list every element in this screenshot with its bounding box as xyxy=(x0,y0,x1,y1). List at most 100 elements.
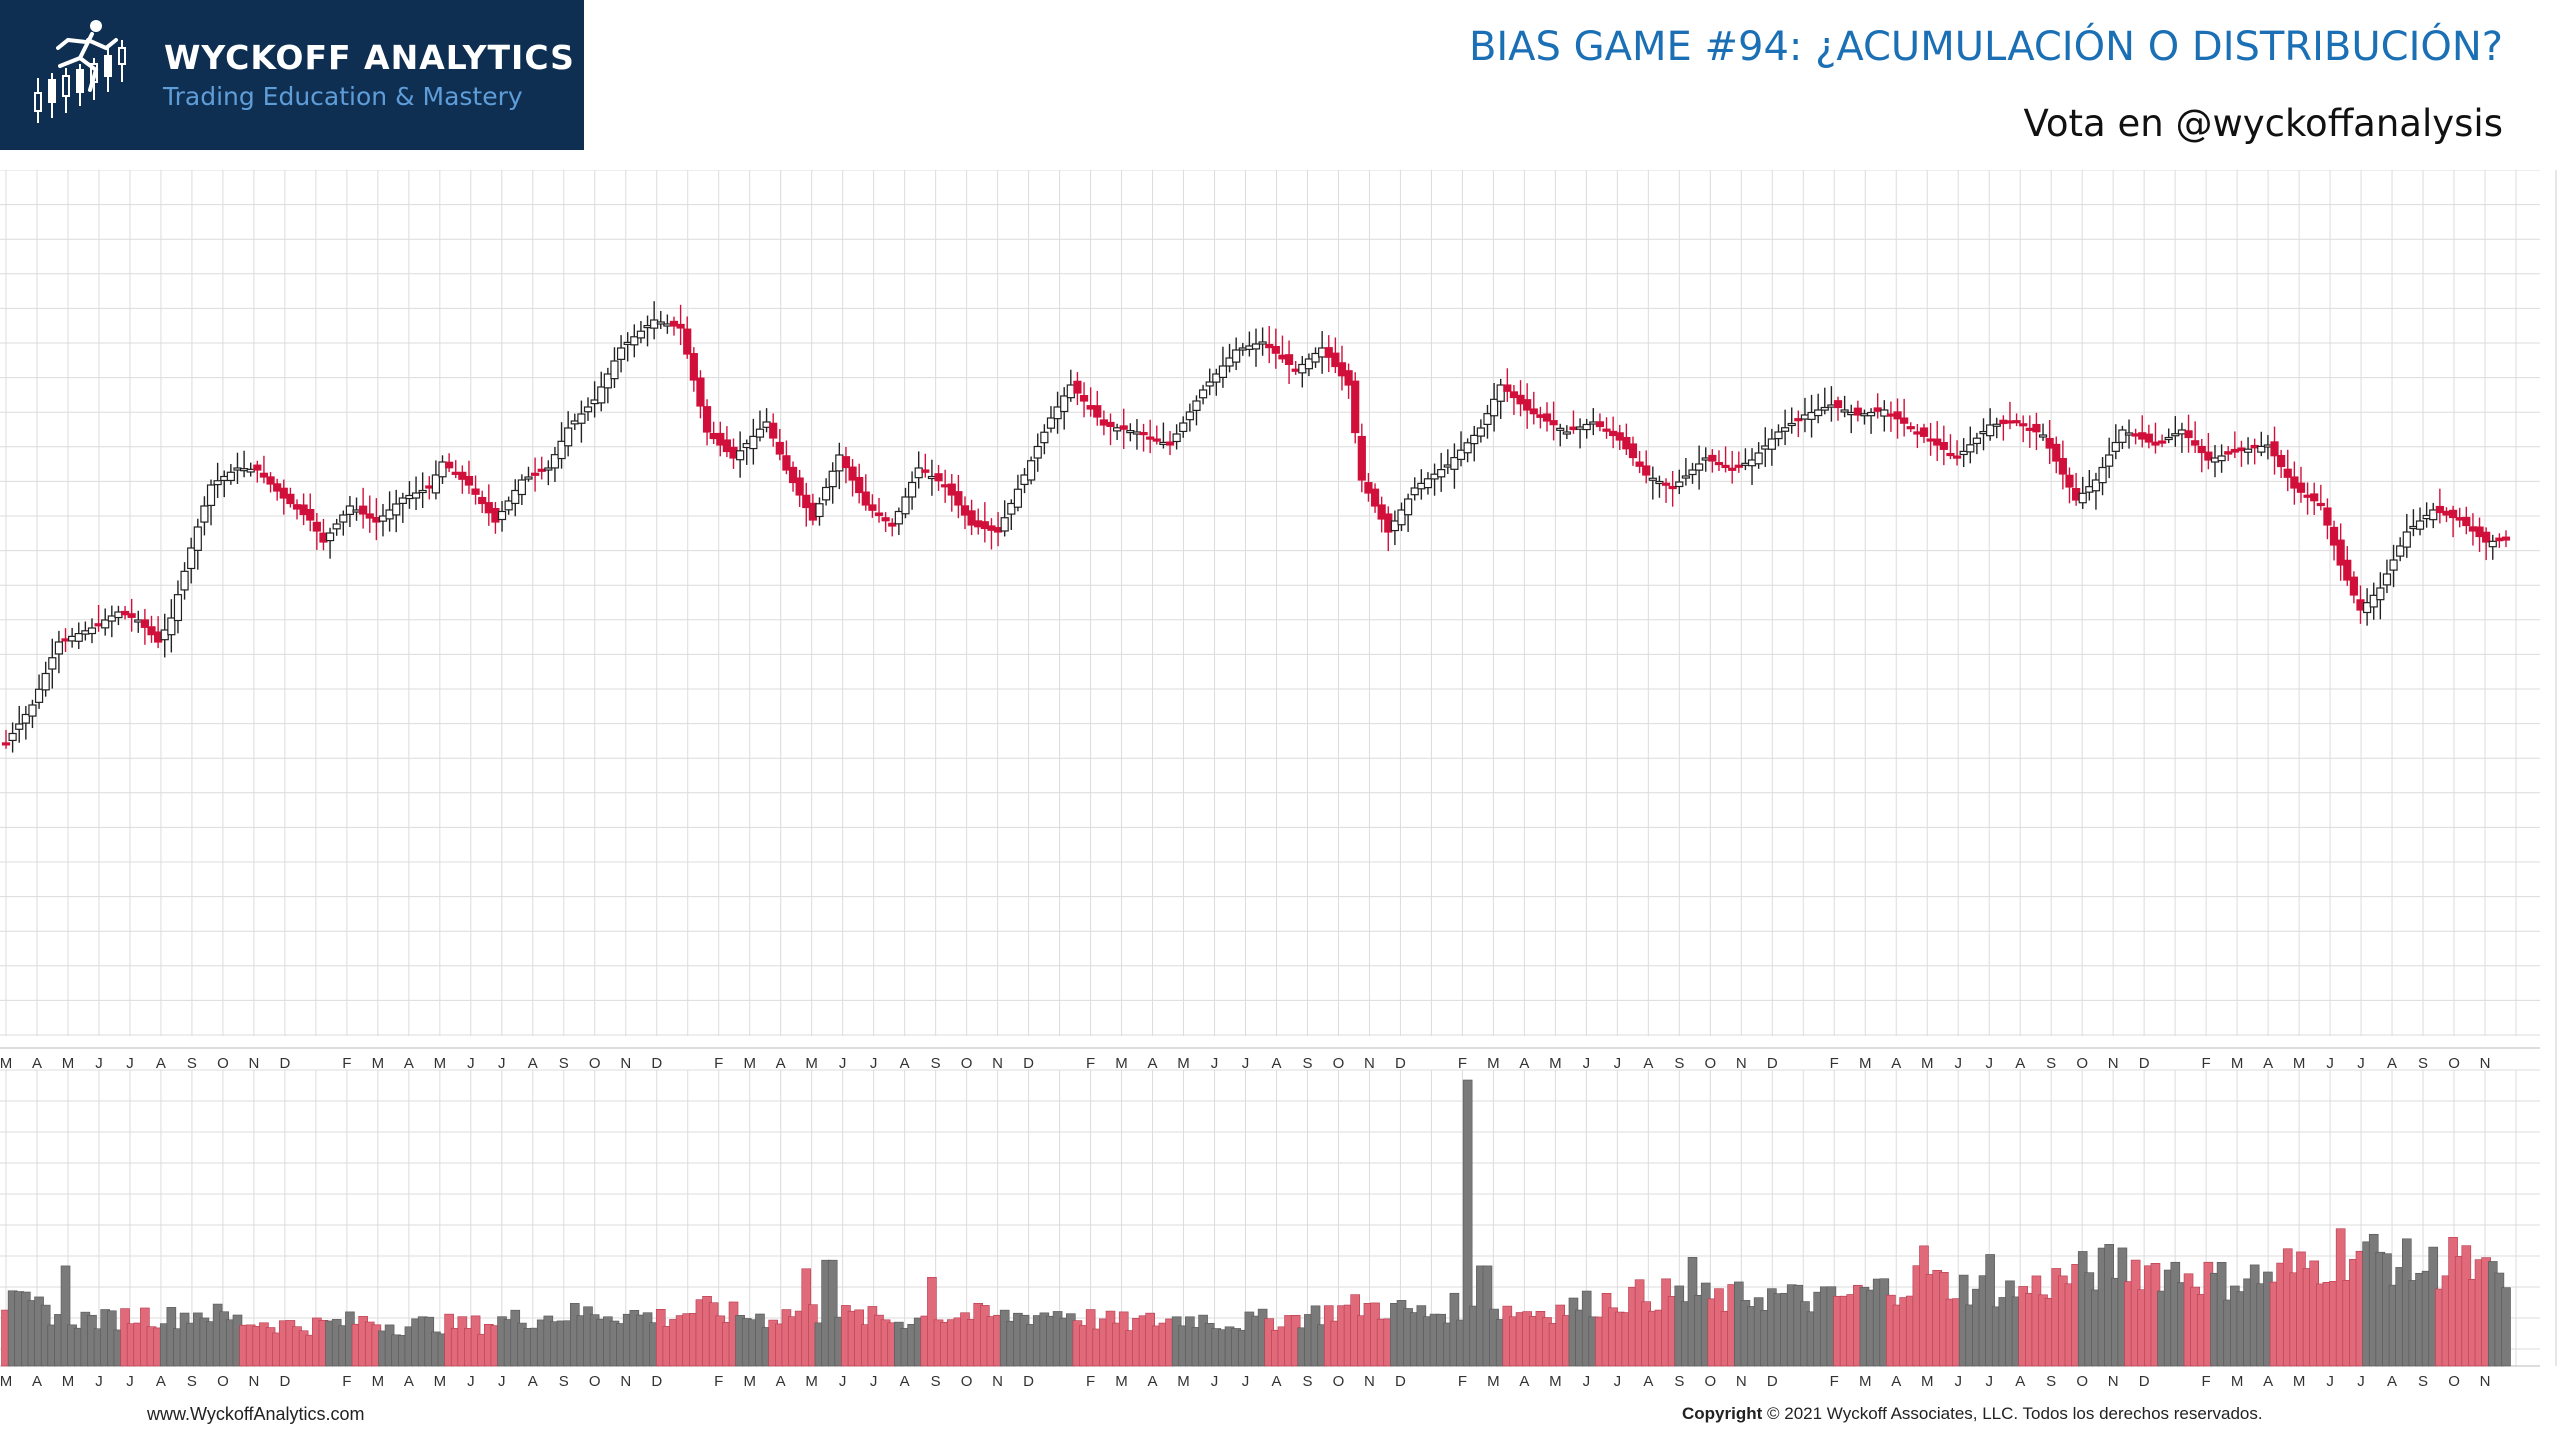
candle-body xyxy=(2429,509,2438,521)
brand-name: WYCKOFF ANALYTICS xyxy=(164,38,575,77)
x-tick-label: M xyxy=(805,1055,818,1072)
candle-body xyxy=(2052,443,2061,462)
candle-body xyxy=(1820,406,1829,411)
x-tick-label: A xyxy=(1148,1373,1158,1390)
candle-body xyxy=(292,504,302,510)
x-tick-label: J xyxy=(498,1055,506,1072)
footer-website[interactable]: www.WyckoffAnalytics.com xyxy=(147,1404,365,1424)
candle-body xyxy=(2482,531,2491,543)
candle-body xyxy=(1423,478,1433,489)
x-tick-label: N xyxy=(620,1055,631,1072)
candle-body xyxy=(504,500,513,511)
x-tick-label: A xyxy=(776,1373,786,1390)
x-tick-label: O xyxy=(217,1373,229,1390)
x-tick-label: F xyxy=(1830,1055,1839,1072)
candle-body xyxy=(48,657,57,670)
candle-body xyxy=(1913,431,1922,435)
x-tick-label: F xyxy=(2202,1373,2211,1390)
candle-body xyxy=(2270,441,2279,457)
candle-body xyxy=(881,517,890,522)
x-tick-label: M xyxy=(434,1055,447,1072)
candle-body xyxy=(471,488,480,495)
x-tick-label: M xyxy=(1549,1373,1562,1390)
x-tick-label: A xyxy=(156,1055,166,1072)
candle-body xyxy=(1,742,11,746)
x-tick-label: M xyxy=(1859,1373,1872,1390)
candle-body xyxy=(1384,513,1393,533)
candle-body xyxy=(1278,354,1287,360)
candle-body xyxy=(2243,448,2253,453)
candle-body xyxy=(941,484,950,488)
x-tick-label: D xyxy=(1767,1373,1778,1390)
candle-body xyxy=(1542,413,1552,422)
x-tick-label: A xyxy=(528,1373,538,1390)
candle-body xyxy=(1655,480,1664,485)
candle-body xyxy=(68,635,77,642)
candle-body xyxy=(1238,347,1247,351)
candle-body xyxy=(1258,341,1267,345)
candle-body xyxy=(802,494,811,509)
candles-group xyxy=(1,301,2511,753)
candle-body xyxy=(1668,485,1677,490)
candle-body xyxy=(445,461,454,469)
candle-body xyxy=(2230,448,2239,453)
x-tick-label: D xyxy=(279,1373,290,1390)
candle-body xyxy=(114,611,123,619)
candle-body xyxy=(87,627,97,635)
candle-body xyxy=(603,373,612,389)
candle-body xyxy=(266,476,275,485)
candle-body xyxy=(755,428,765,438)
x-tick-label: N xyxy=(2480,1055,2491,1072)
candle-body xyxy=(1972,437,1981,445)
candle-body xyxy=(2210,457,2220,463)
candle-body xyxy=(1609,430,1618,437)
candle-body xyxy=(689,353,698,381)
candle-body xyxy=(676,323,685,329)
candle-body xyxy=(2475,526,2484,538)
x-tick-label: S xyxy=(1302,1373,1312,1390)
chart-grid xyxy=(0,170,2557,1367)
candle-body xyxy=(1569,426,1578,431)
x-tick-label: M xyxy=(1921,1373,1934,1390)
candle-body xyxy=(359,505,368,515)
candle-body xyxy=(1503,384,1512,392)
candle-body xyxy=(749,435,758,450)
candle-body xyxy=(206,484,216,507)
x-tick-label: F xyxy=(1830,1373,1839,1390)
candle-body xyxy=(200,505,209,523)
candle-body xyxy=(2290,476,2299,489)
candle-body xyxy=(28,704,37,717)
candle-body xyxy=(841,456,851,469)
candle-body xyxy=(2422,514,2431,520)
candle-body xyxy=(259,472,269,478)
candle-body xyxy=(392,503,401,516)
candle-body xyxy=(1661,482,1671,486)
candle-body xyxy=(1549,420,1558,426)
candle-body xyxy=(1635,461,1644,467)
candle-body xyxy=(220,475,229,482)
candle-body xyxy=(1331,352,1340,368)
candle-body xyxy=(1463,442,1472,454)
x-tick-label: S xyxy=(2418,1373,2428,1390)
candle-body xyxy=(1013,488,1023,508)
candle-body xyxy=(2442,510,2451,516)
candle-body xyxy=(1701,457,1710,461)
candle-body xyxy=(1728,467,1737,471)
candle-body xyxy=(2191,440,2200,446)
candle-body xyxy=(1046,417,1056,429)
candle-body xyxy=(2257,445,2266,453)
candle-body xyxy=(425,485,434,489)
candle-body xyxy=(716,432,725,446)
candle-body xyxy=(610,360,619,380)
candle-body xyxy=(1489,398,1499,417)
x-tick-label: J xyxy=(1985,1055,1993,1072)
candle-body xyxy=(828,470,837,488)
x-tick-label: J xyxy=(1954,1055,1962,1072)
candle-body xyxy=(1900,417,1909,424)
candle-body xyxy=(2237,447,2246,452)
candle-body xyxy=(901,496,910,515)
candle-body xyxy=(1734,464,1743,468)
candle-body xyxy=(1575,426,1585,430)
x-tick-label: A xyxy=(1891,1055,1901,1072)
candle-body xyxy=(1999,419,2008,425)
